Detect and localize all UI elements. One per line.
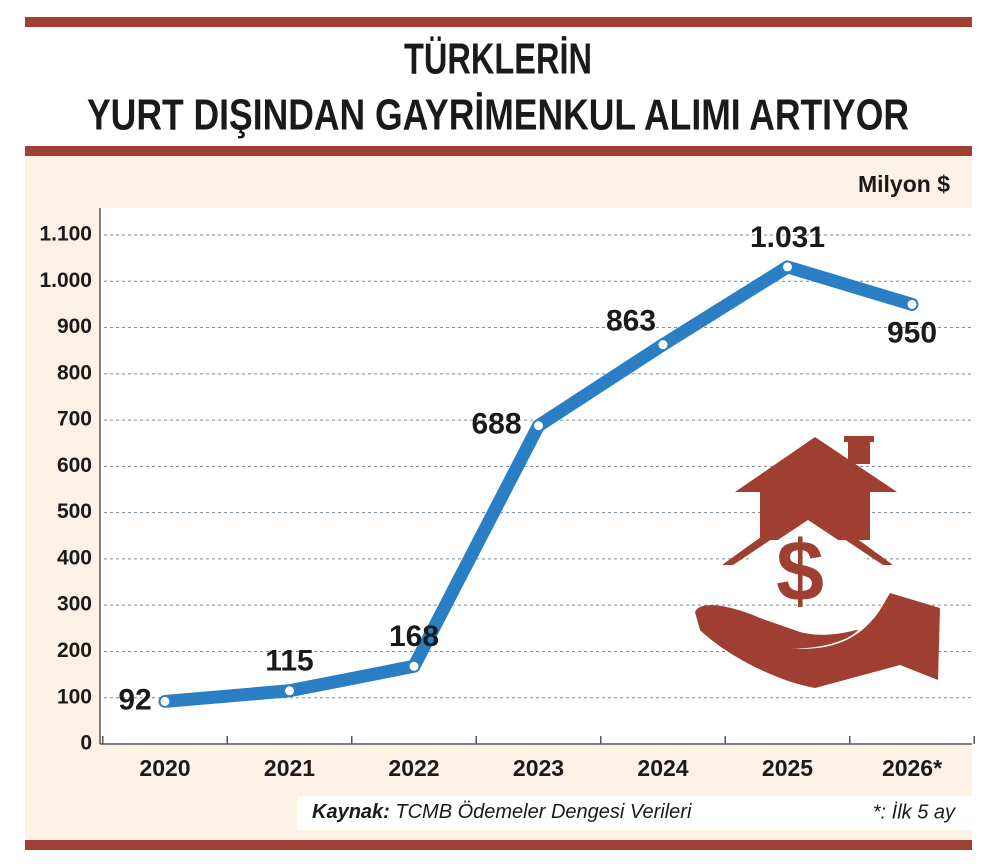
point bbox=[408, 660, 420, 672]
y-tick-label: 500 bbox=[57, 500, 92, 523]
bottom-bar bbox=[25, 840, 972, 850]
value-label: 92 bbox=[118, 683, 151, 716]
house-icon: $ bbox=[695, 436, 940, 688]
top-bar bbox=[25, 17, 972, 27]
value-label: 1.031 bbox=[750, 221, 825, 254]
x-tick-label: 2023 bbox=[513, 755, 564, 781]
y-tick-label: 1.100 bbox=[39, 223, 92, 246]
point bbox=[284, 685, 295, 697]
x-tick-label: 2024 bbox=[637, 755, 688, 781]
point bbox=[159, 695, 171, 707]
y-tick-label: 400 bbox=[57, 546, 92, 569]
x-tick-label: 2020 bbox=[139, 755, 190, 781]
source: Kaynak: TCMB Ödemeler Dengesi Verileri bbox=[312, 801, 692, 823]
value-label: 688 bbox=[471, 408, 521, 441]
value-label: 863 bbox=[606, 305, 656, 338]
mid-bar bbox=[25, 146, 972, 156]
svg-text:$: $ bbox=[776, 524, 824, 620]
y-tick-label: 700 bbox=[57, 408, 92, 431]
y-tick-label: 800 bbox=[57, 361, 92, 384]
chart-title-line: TÜRKLERİN bbox=[404, 35, 592, 84]
y-tick-label: 900 bbox=[57, 315, 92, 338]
value-label: 168 bbox=[389, 620, 439, 653]
point bbox=[533, 420, 544, 432]
y-tick-label: 0 bbox=[80, 732, 92, 755]
footnote: *: İlk 5 ay bbox=[873, 801, 956, 823]
source-label: Kaynak: bbox=[312, 801, 390, 823]
y-tick-label: 600 bbox=[57, 454, 92, 477]
source-text: TCMB Ödemeler Dengesi Verileri bbox=[395, 801, 692, 823]
value-label: 115 bbox=[265, 645, 313, 678]
point bbox=[657, 339, 669, 351]
y-tick-label: 200 bbox=[57, 639, 92, 662]
value-label: 950 bbox=[887, 316, 937, 349]
x-tick-label: 2025 bbox=[762, 755, 813, 781]
unit-label: Milyon $ bbox=[858, 171, 950, 197]
point bbox=[906, 298, 918, 310]
y-tick-label: 100 bbox=[57, 685, 92, 708]
chart-title-line: YURT DIŞINDAN GAYRİMENKUL ALIMI ARTIYOR bbox=[87, 91, 909, 140]
y-tick-label: 1.000 bbox=[39, 269, 92, 292]
x-tick-label: 2021 bbox=[264, 755, 315, 781]
grid: 0 100 200 300 400 500 600 700 800 900 1.000 1.100 bbox=[39, 208, 975, 755]
x-tick-label: 2026* bbox=[882, 755, 942, 781]
source-box bbox=[297, 796, 972, 830]
point bbox=[782, 261, 793, 273]
x-tick-label: 2022 bbox=[388, 755, 439, 781]
y-tick-label: 300 bbox=[57, 593, 92, 616]
